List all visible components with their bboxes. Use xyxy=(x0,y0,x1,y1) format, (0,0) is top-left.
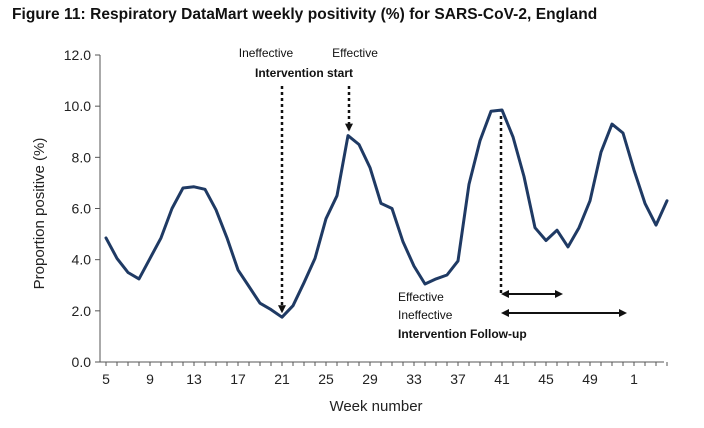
effective-followup-label: Effective xyxy=(398,290,444,304)
effective-start-label: Effective xyxy=(332,46,378,60)
y-tick-label: 10.0 xyxy=(64,98,91,114)
x-tick-label: 9 xyxy=(146,371,154,387)
figure-title: Figure 11: Respiratory DataMart weekly p… xyxy=(12,6,598,23)
x-tick-label: 5 xyxy=(102,371,110,387)
y-tick-label: 12.0 xyxy=(64,47,91,63)
x-tick-label: 21 xyxy=(274,371,290,387)
y-tick-label: 4.0 xyxy=(72,252,92,268)
x-tick-label: 29 xyxy=(362,371,378,387)
ineffective-followup-label: Ineffective xyxy=(398,308,453,322)
y-tick-label: 0.0 xyxy=(72,354,92,370)
x-tick-label: 13 xyxy=(186,371,202,387)
y-tick-label: 2.0 xyxy=(72,303,92,319)
y-axis-title: Proportion positive (%) xyxy=(31,138,48,290)
intervention-followup-title: Intervention Follow-up xyxy=(398,327,527,341)
y-tick-label: 8.0 xyxy=(72,149,92,165)
axes: 0.0 2.0 4.0 6.0 8.0 10.0 12.0 5 9 13 17 21 25 29 33 37 4… xyxy=(31,47,668,415)
x-tick-label: 49 xyxy=(582,371,598,387)
x-tick-label: 25 xyxy=(318,371,334,387)
x-tick-label: 1 xyxy=(630,371,638,387)
x-tick-label: 41 xyxy=(494,371,510,387)
annotations: Ineffective Effective Intervention start Ef… xyxy=(239,46,627,341)
x-tick-label: 37 xyxy=(450,371,466,387)
intervention-start-title: Intervention start xyxy=(255,66,353,80)
series-layer xyxy=(104,108,669,319)
series-line xyxy=(104,108,669,319)
y-tick-label: 6.0 xyxy=(72,201,92,217)
ineffective-start-label: Ineffective xyxy=(239,46,294,60)
x-axis-title: Week number xyxy=(329,398,422,415)
x-tick-label: 33 xyxy=(406,371,422,387)
x-tick-label: 45 xyxy=(538,371,554,387)
x-tick-label: 17 xyxy=(230,371,246,387)
